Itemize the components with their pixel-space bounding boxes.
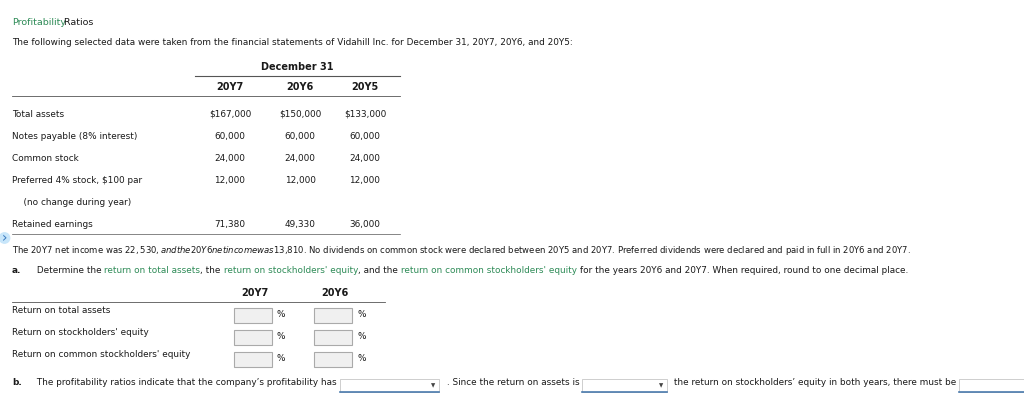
Text: Return on common stockholders' equity: Return on common stockholders' equity <box>12 350 190 359</box>
Text: %: % <box>278 310 286 319</box>
Text: 49,330: 49,330 <box>285 220 315 229</box>
Circle shape <box>0 233 9 243</box>
Text: 20Y7: 20Y7 <box>216 82 244 92</box>
Bar <box>314 352 352 367</box>
Text: 12,000: 12,000 <box>349 176 381 185</box>
Text: Preferred 4% stock, $100 par: Preferred 4% stock, $100 par <box>12 176 142 185</box>
Text: %: % <box>278 332 286 341</box>
Text: 20Y7: 20Y7 <box>242 288 268 298</box>
Text: ▼: ▼ <box>431 383 435 388</box>
Text: Total assets: Total assets <box>12 110 65 119</box>
Text: The profitability ratios indicate that the company’s profitability has: The profitability ratios indicate that t… <box>34 378 340 387</box>
Text: Ratios: Ratios <box>61 18 93 27</box>
Text: . Since the return on assets is: . Since the return on assets is <box>443 378 582 387</box>
Text: Return on total assets: Return on total assets <box>12 306 111 315</box>
Text: $167,000: $167,000 <box>209 110 251 119</box>
Bar <box>959 379 1024 392</box>
Text: a.: a. <box>12 266 22 275</box>
Text: Determine the: Determine the <box>34 266 104 275</box>
Text: 20Y5: 20Y5 <box>351 82 379 92</box>
Bar <box>340 379 439 392</box>
Text: ›: › <box>2 231 7 245</box>
Text: The following selected data were taken from the financial statements of Vidahill: The following selected data were taken f… <box>12 38 572 47</box>
Text: December 31: December 31 <box>261 62 334 72</box>
Text: 24,000: 24,000 <box>215 154 246 163</box>
Bar <box>314 330 352 345</box>
Text: 20Y6: 20Y6 <box>322 288 348 298</box>
Text: ▼: ▼ <box>658 383 664 388</box>
Text: $133,000: $133,000 <box>344 110 386 119</box>
Text: Return on stockholders' equity: Return on stockholders' equity <box>12 328 148 337</box>
Text: 60,000: 60,000 <box>215 132 246 141</box>
Bar <box>314 308 352 323</box>
Text: return on common stockholders' equity: return on common stockholders' equity <box>400 266 577 275</box>
Text: %: % <box>357 354 366 363</box>
Text: Profitability: Profitability <box>12 18 66 27</box>
Text: (no change during year): (no change during year) <box>12 198 131 207</box>
Text: Retained earnings: Retained earnings <box>12 220 93 229</box>
Bar <box>582 379 667 392</box>
Bar <box>234 352 272 367</box>
Bar <box>234 330 272 345</box>
Text: $150,000: $150,000 <box>279 110 322 119</box>
Text: Common stock: Common stock <box>12 154 79 163</box>
Text: %: % <box>278 354 286 363</box>
Text: 20Y6: 20Y6 <box>287 82 313 92</box>
Text: 24,000: 24,000 <box>349 154 381 163</box>
Text: 12,000: 12,000 <box>215 176 246 185</box>
Text: return on stockholders' equity: return on stockholders' equity <box>224 266 358 275</box>
Text: for the years 20Y6 and 20Y7. When required, round to one decimal place.: for the years 20Y6 and 20Y7. When requir… <box>577 266 908 275</box>
Text: , and the: , and the <box>358 266 400 275</box>
Text: %: % <box>357 332 366 341</box>
Text: 60,000: 60,000 <box>349 132 381 141</box>
Text: the return on stockholders’ equity in both years, there must be: the return on stockholders’ equity in bo… <box>671 378 959 387</box>
Text: 24,000: 24,000 <box>285 154 315 163</box>
Bar <box>234 308 272 323</box>
Text: 71,380: 71,380 <box>214 220 246 229</box>
Text: , the: , the <box>201 266 224 275</box>
Text: %: % <box>357 310 366 319</box>
Text: b.: b. <box>12 378 22 387</box>
Text: 12,000: 12,000 <box>285 176 315 185</box>
Text: 60,000: 60,000 <box>285 132 315 141</box>
Text: return on total assets: return on total assets <box>104 266 201 275</box>
Text: 36,000: 36,000 <box>349 220 381 229</box>
Text: Notes payable (8% interest): Notes payable (8% interest) <box>12 132 137 141</box>
Text: The 20Y7 net income was $22,530, and the 20Y6 net income was $13,810. No dividen: The 20Y7 net income was $22,530, and the… <box>12 244 910 257</box>
